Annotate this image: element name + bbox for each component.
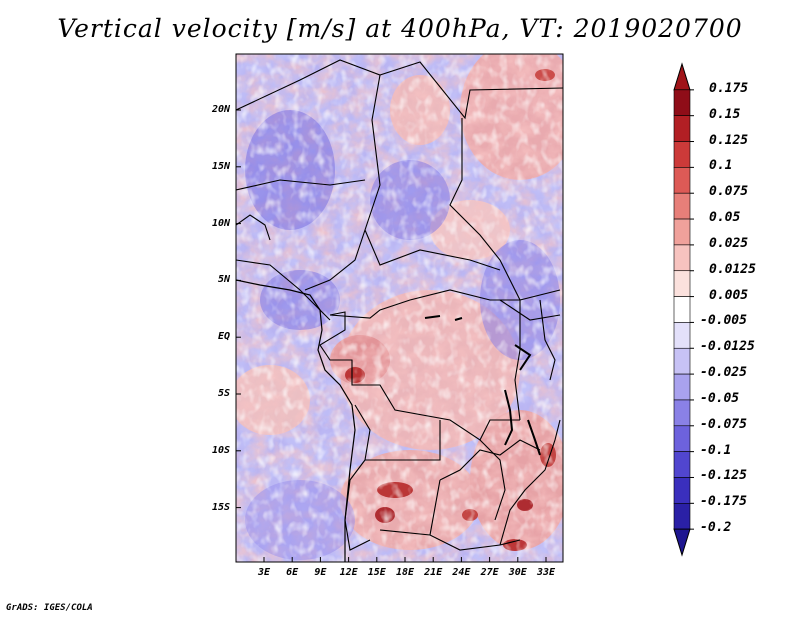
colorbar-label: -0.2 [700,520,732,536]
lon-tick-label: 24E [452,567,471,578]
lon-tick-label: 15E [367,567,386,578]
colorbar-label: 0.025 [709,235,749,251]
colorbar-swatch [673,141,691,168]
credit-text: GrADS: IGES/COLA [6,603,93,613]
colorbar-swatch [673,218,691,246]
lon-tick-label: 33E [536,567,556,578]
lon-tick-label: 3E [257,567,271,578]
lat-tick-label: 20N [211,104,230,115]
colorbar-swatch [673,477,691,504]
velocity-field [236,54,563,562]
colorbar-swatch [673,322,691,349]
lon-tick-label: 12E [339,567,358,578]
colorbar-extend-top [673,62,691,91]
colorbar-label: -0.125 [700,468,747,484]
colorbar-label: -0.175 [700,494,747,510]
colorbar [673,62,694,557]
colorbar-swatch [673,244,691,272]
colorbar-label: 0.075 [709,184,749,200]
chart-title: Vertical velocity [m/s] at 400hPa, VT: 2… [57,14,743,43]
country-borders [236,59,563,551]
axis-ticks [236,109,547,562]
lon-tick-label: 27E [480,567,499,578]
lat-tick-label: 15S [211,501,230,513]
colorbar-swatch [673,347,691,375]
colorbar-swatch [673,451,691,478]
colorbar-swatch [673,399,691,427]
colorbar-label: 0.05 [709,210,741,226]
lat-tick-label: EQ [217,331,230,343]
lon-tick-label: 30E [508,567,527,578]
colorbar-swatch [673,192,691,220]
lat-tick-label: 5N [217,274,230,286]
lat-tick-label: 10N [211,217,230,229]
lon-tick-label: 18E [395,567,415,578]
colorbar-swatch [673,89,691,116]
lon-tick-label: 6E [286,567,299,578]
lat-tick-label: 5S [217,388,230,399]
coastline [236,279,356,562]
lat-tick-label: 15N [211,160,230,172]
colorbar-label: -0.005 [700,313,747,329]
colorbar-swatch [673,296,691,323]
colorbar-swatch [673,425,691,452]
colorbar-label: 0.125 [709,132,749,148]
colorbar-label: -0.025 [700,365,747,381]
colorbar-swatch [673,167,691,194]
colorbar-swatch [673,503,691,530]
lon-tick-label: 21E [424,567,443,578]
colorbar-label: -0.075 [700,416,747,432]
colorbar-label: -0.1 [700,442,732,458]
map-frame [235,53,564,563]
colorbar-label: 0.0125 [709,261,756,277]
lat-tick-label: 10S [211,444,230,456]
colorbar-label: 0.15 [709,106,741,122]
colorbar-extend-bottom [673,528,691,557]
colorbar-swatch [673,115,691,142]
colorbar-label: -0.0125 [700,339,755,355]
colorbar-label: -0.05 [700,390,740,406]
colorbar-label: 0.175 [709,80,749,96]
lon-tick-label: 9E [314,567,327,578]
colorbar-label: 0.005 [709,287,749,303]
colorbar-label: 0.1 [709,158,733,174]
lake-outlines [424,315,541,456]
colorbar-swatch [673,270,691,297]
colorbar-swatch [673,373,691,401]
